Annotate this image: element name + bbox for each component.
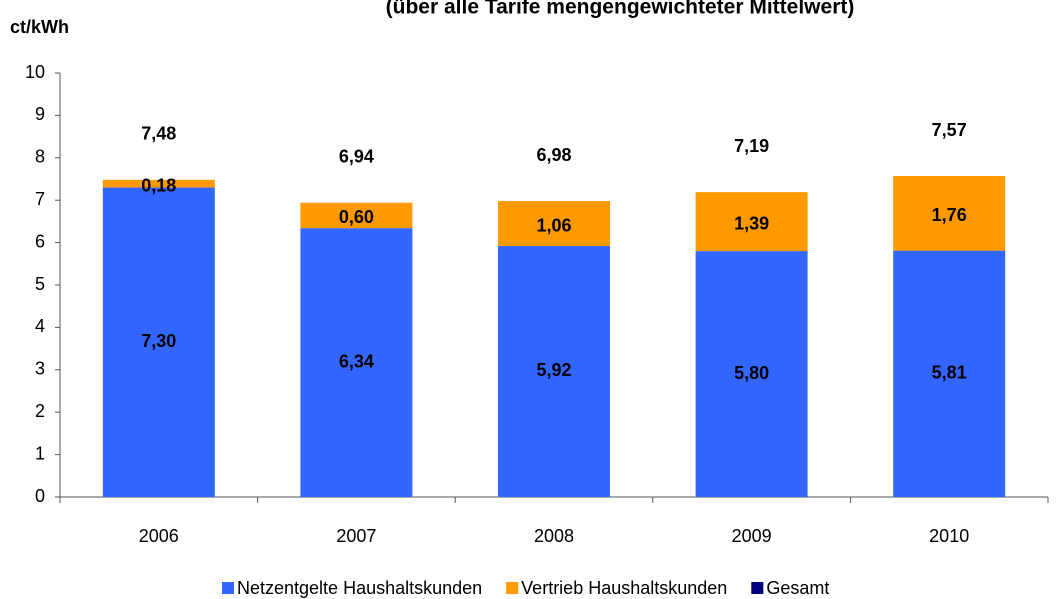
data-label: 1,39 xyxy=(734,213,769,233)
legend-label: Vertrieb Haushaltskunden xyxy=(521,578,727,598)
total-label: 7,19 xyxy=(734,136,769,156)
bar-segment xyxy=(300,228,413,497)
bar-segment xyxy=(498,201,610,246)
y-tick-label: 9 xyxy=(35,104,45,124)
bar-segment xyxy=(695,251,808,497)
legend-label: Netzentgelte Haushaltskunden xyxy=(237,578,482,598)
x-tick-label: 2006 xyxy=(139,526,179,546)
legend-swatch xyxy=(222,582,234,594)
total-label: 6,94 xyxy=(339,146,374,166)
bar-segment xyxy=(102,187,215,498)
data-label: 1,76 xyxy=(932,205,967,225)
data-label: 5,81 xyxy=(932,363,967,383)
data-label: 5,92 xyxy=(536,360,571,380)
x-tick-label: 2009 xyxy=(732,526,772,546)
data-label: 6,34 xyxy=(339,351,374,371)
y-axis-label: ct/kWh xyxy=(10,17,69,37)
data-label: 0,18 xyxy=(141,175,176,195)
data-label: 5,80 xyxy=(734,363,769,383)
total-label: 7,48 xyxy=(141,124,176,144)
bar-segment xyxy=(893,250,1006,497)
x-tick-label: 2008 xyxy=(534,526,574,546)
y-tick-label: 10 xyxy=(25,62,45,82)
y-tick-label: 1 xyxy=(35,443,45,463)
y-tick-label: 0 xyxy=(35,486,45,506)
bar-segment xyxy=(893,176,1006,251)
total-label: 7,57 xyxy=(932,120,967,140)
data-label: 1,06 xyxy=(536,215,571,235)
chart-title: (über alle Tarife mengengewichteter Mitt… xyxy=(386,0,855,19)
legend-label: Gesamt xyxy=(766,578,829,598)
bar-segment xyxy=(498,245,610,497)
y-tick-label: 7 xyxy=(35,189,45,209)
y-tick-label: 3 xyxy=(35,359,45,379)
bar-segment xyxy=(300,202,413,229)
legend-swatch xyxy=(506,582,519,594)
y-tick-label: 6 xyxy=(35,231,45,251)
x-tick-label: 2007 xyxy=(336,526,376,546)
bar-segment xyxy=(695,192,808,252)
y-tick-label: 4 xyxy=(35,316,45,336)
data-label: 0,60 xyxy=(339,207,374,227)
y-tick-label: 8 xyxy=(35,147,45,167)
y-tick-label: 5 xyxy=(35,274,45,294)
total-label: 6,98 xyxy=(536,145,571,165)
y-tick-label: 2 xyxy=(35,401,45,421)
legend-swatch xyxy=(751,582,764,594)
x-tick-label: 2010 xyxy=(929,526,969,546)
data-label: 7,30 xyxy=(141,331,176,351)
bar-segment xyxy=(102,179,215,188)
